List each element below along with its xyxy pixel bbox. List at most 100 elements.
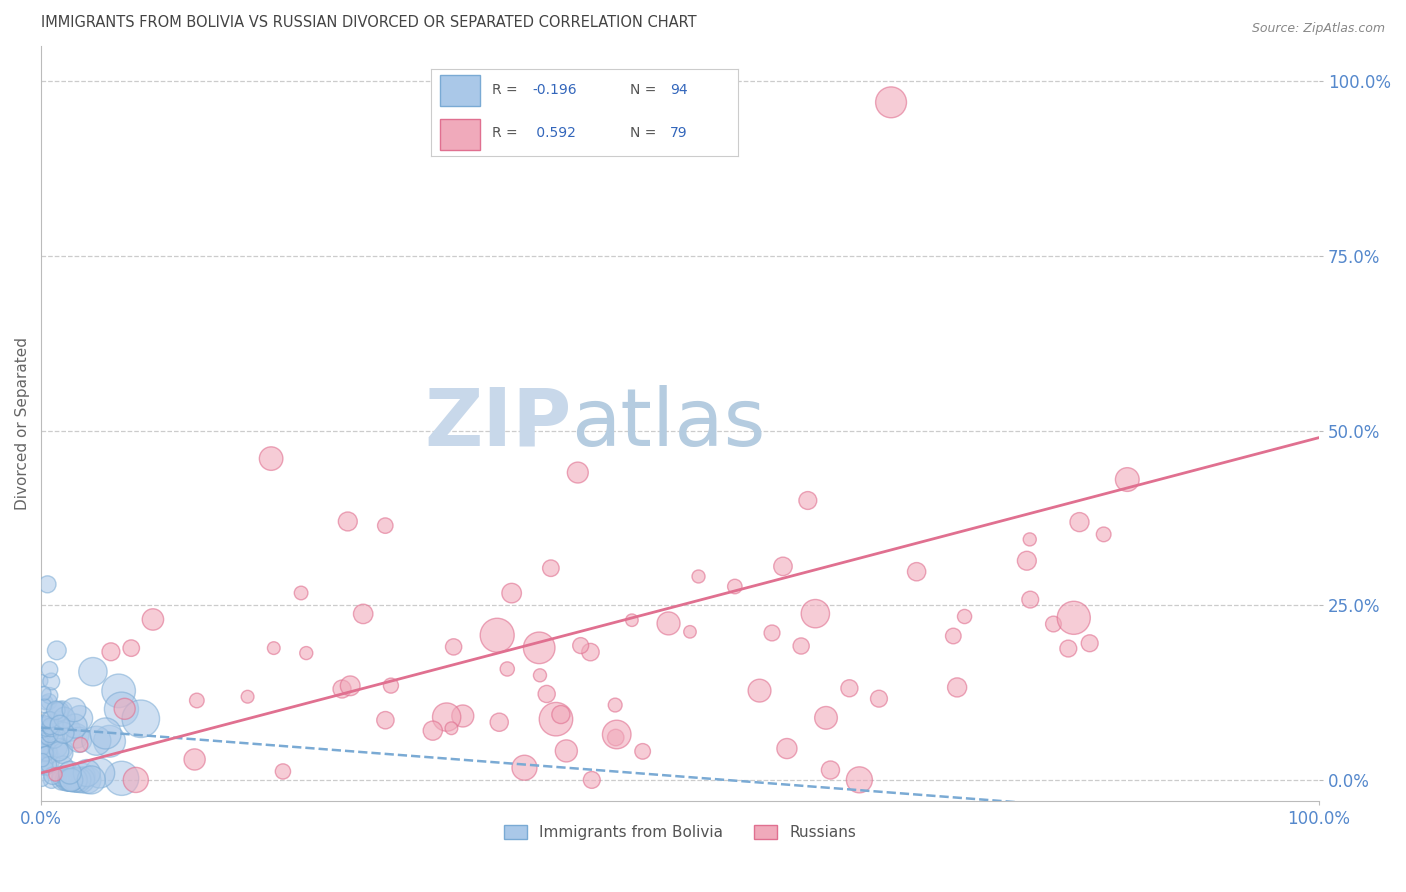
Text: IMMIGRANTS FROM BOLIVIA VS RUSSIAN DIVORCED OR SEPARATED CORRELATION CHART: IMMIGRANTS FROM BOLIVIA VS RUSSIAN DIVOR…: [41, 15, 697, 30]
Point: [65, 729, 87, 743]
Point: [34, 725, 56, 739]
Point: [32, 686, 55, 700]
Point: [501, 586, 523, 600]
Point: [38, 689, 60, 703]
Point: [880, 95, 903, 110]
Point: [186, 693, 208, 707]
Point: [443, 640, 465, 654]
Point: [32, 715, 55, 730]
Point: [110, 702, 132, 716]
Point: [58, 723, 80, 738]
Point: [605, 698, 627, 712]
Point: [142, 612, 165, 626]
Point: [263, 641, 285, 656]
Point: [804, 607, 827, 621]
Point: [82, 665, 104, 679]
Point: [790, 639, 813, 653]
Point: [98, 734, 121, 748]
Point: [129, 712, 152, 726]
Point: [657, 616, 679, 631]
Legend: Immigrants from Bolivia, Russians: Immigrants from Bolivia, Russians: [498, 819, 862, 846]
Point: [31, 753, 53, 767]
Point: [32, 731, 55, 745]
Point: [38, 720, 60, 734]
Point: [76, 766, 98, 780]
Point: [37, 731, 59, 745]
Point: [32, 719, 55, 733]
Point: [236, 690, 259, 704]
Point: [606, 727, 628, 741]
Point: [31, 733, 53, 747]
Point: [63, 772, 86, 787]
Point: [34, 739, 56, 754]
Point: [38, 695, 60, 709]
Point: [41, 772, 63, 787]
Point: [32, 725, 55, 739]
Point: [529, 668, 551, 682]
Point: [905, 565, 928, 579]
Text: ZIP: ZIP: [425, 384, 571, 463]
Point: [352, 607, 374, 621]
Point: [422, 723, 444, 738]
Point: [70, 769, 93, 783]
Point: [724, 580, 747, 594]
Point: [1092, 527, 1115, 541]
Point: [1042, 617, 1064, 632]
Point: [76, 772, 98, 787]
Point: [39, 719, 62, 733]
Text: Source: ZipAtlas.com: Source: ZipAtlas.com: [1251, 22, 1385, 36]
Point: [38, 663, 60, 677]
Point: [44, 721, 66, 735]
Point: [567, 466, 589, 480]
Point: [48, 744, 70, 758]
Point: [540, 561, 562, 575]
Point: [772, 559, 794, 574]
Point: [31, 673, 53, 688]
Point: [631, 744, 654, 758]
Point: [569, 639, 592, 653]
Point: [374, 518, 396, 533]
Point: [125, 772, 148, 787]
Point: [114, 702, 136, 716]
Point: [748, 683, 770, 698]
Point: [295, 646, 318, 660]
Point: [37, 712, 59, 726]
Point: [605, 731, 627, 745]
Point: [86, 733, 108, 747]
Point: [797, 493, 820, 508]
Point: [49, 718, 72, 732]
Point: [34, 757, 56, 772]
Point: [52, 746, 75, 760]
Point: [486, 628, 509, 642]
Point: [1015, 554, 1038, 568]
Point: [31, 724, 53, 739]
Point: [1019, 592, 1042, 607]
Point: [946, 681, 969, 695]
Point: [436, 710, 458, 724]
Point: [1018, 533, 1040, 547]
Point: [107, 684, 129, 698]
Point: [52, 726, 75, 740]
Point: [56, 772, 79, 787]
Point: [35, 761, 58, 775]
Point: [838, 681, 860, 696]
Point: [544, 712, 567, 726]
Point: [374, 713, 396, 727]
Point: [290, 586, 312, 600]
Point: [35, 728, 58, 742]
Text: atlas: atlas: [571, 384, 766, 463]
Point: [581, 772, 603, 787]
Point: [70, 772, 93, 787]
Point: [451, 709, 474, 723]
Point: [51, 741, 73, 756]
Point: [67, 772, 90, 787]
Point: [38, 757, 60, 772]
Point: [35, 722, 58, 736]
Point: [488, 715, 510, 730]
Point: [776, 741, 799, 756]
Point: [1063, 611, 1085, 625]
Point: [67, 732, 90, 747]
Point: [529, 640, 551, 655]
Point: [44, 767, 66, 781]
Point: [44, 732, 66, 747]
